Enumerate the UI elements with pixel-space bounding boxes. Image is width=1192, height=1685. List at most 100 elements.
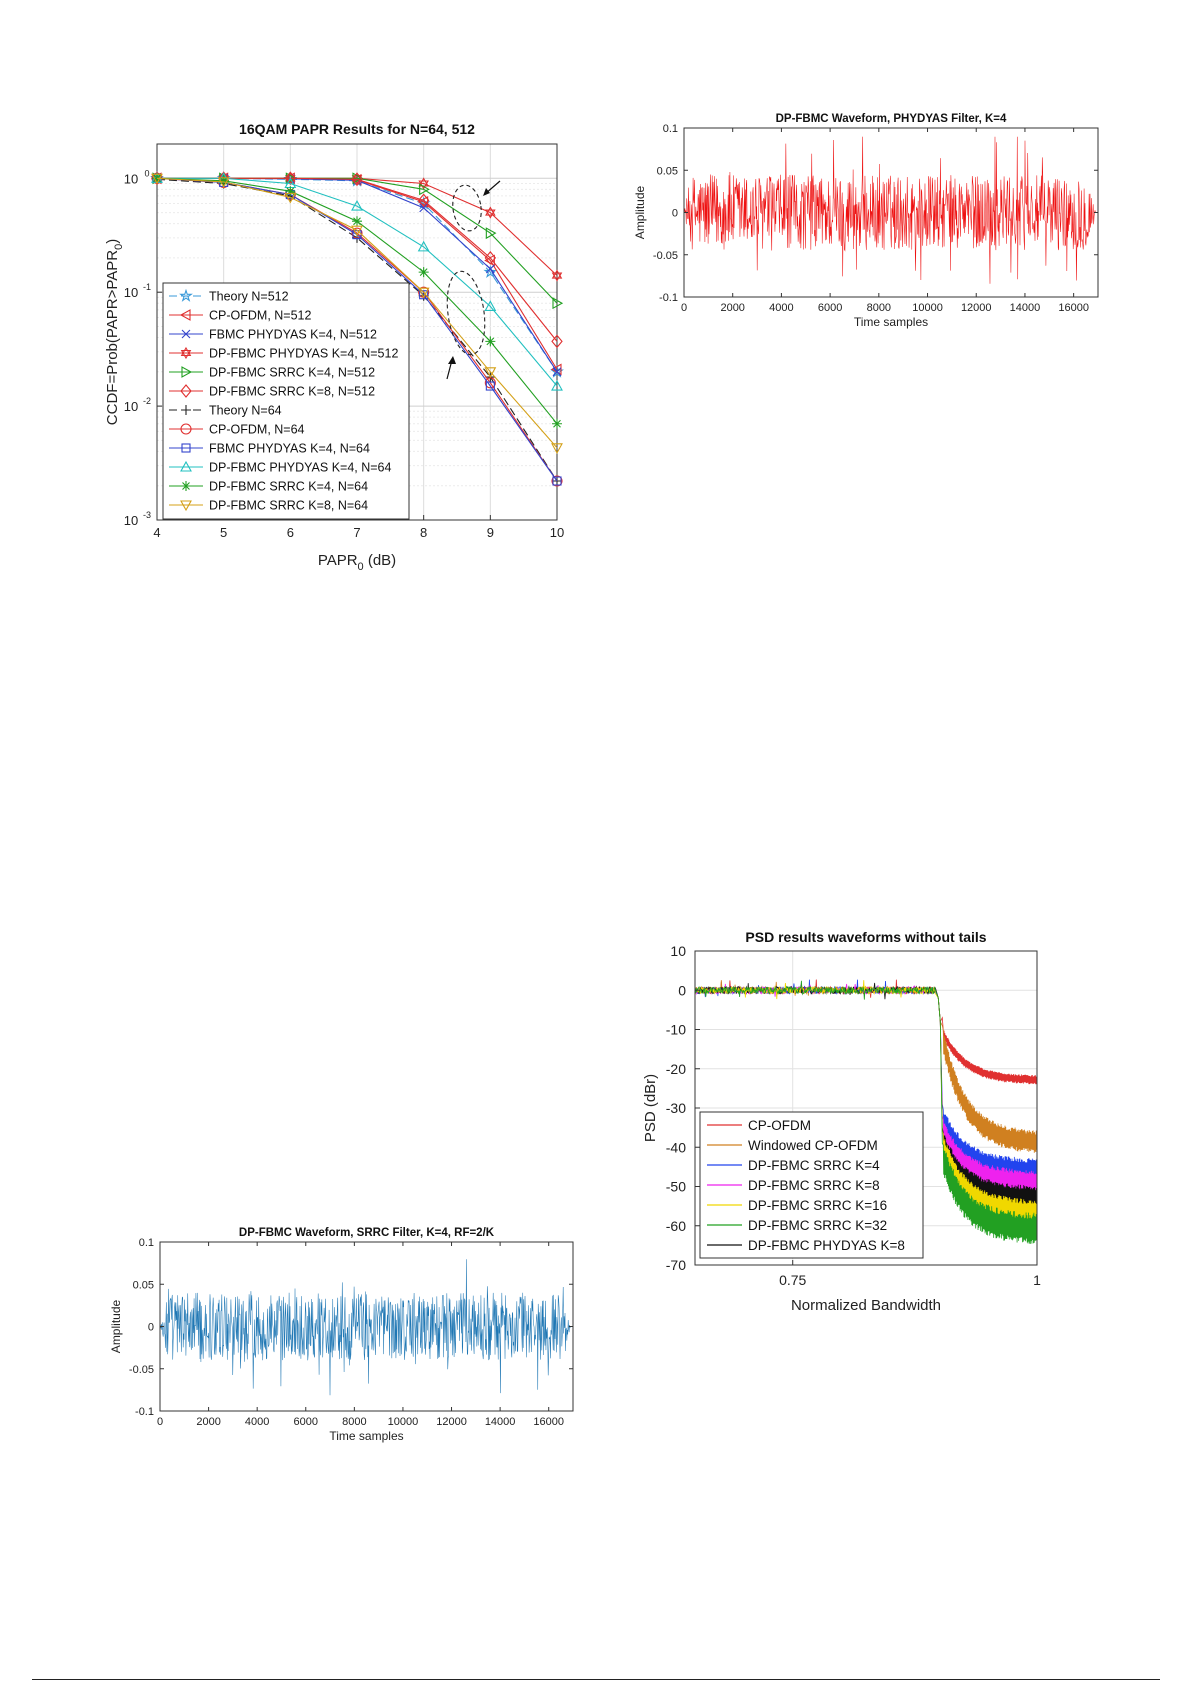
papr-legend-entry: Theory N=512	[169, 288, 289, 304]
papr-legend-entry: CP-OFDM, N=64	[169, 423, 305, 437]
papr-marker-plus	[181, 405, 191, 415]
papr-y-axis-label: CCDF=Prob(PAPR>PAPR0)	[104, 239, 125, 425]
papr-marker-tri-right	[181, 366, 193, 378]
waveform-y-tick-label: 0.05	[133, 1279, 154, 1291]
psd-legend-entry: DP-FBMC SRRC K=16	[707, 1198, 887, 1213]
papr-legend-label: Theory N=64	[209, 404, 282, 418]
papr-marker-x	[181, 329, 191, 339]
papr-x-tick-label: 4	[153, 525, 160, 540]
psd-y-tick-label: -70	[666, 1257, 686, 1273]
papr-legend-entry: DP-FBMC SRRC K=4, N=512	[169, 366, 375, 380]
papr-marker-diamond	[284, 171, 297, 186]
papr-marker-star	[483, 264, 498, 279]
papr-legend-entry: DP-FBMC SRRC K=8, N=512	[169, 384, 375, 399]
waveform-y-tick-label: 0.05	[657, 165, 678, 177]
waveform-x-axis-label: Time samples	[854, 315, 928, 329]
papr-series	[151, 173, 563, 454]
papr-legend-label: DP-FBMC SRRC K=8, N=64	[209, 499, 368, 513]
waveform-y-tick-label: -0.05	[653, 250, 678, 262]
papr-y-tick-base: 10	[124, 399, 138, 414]
papr-marker-tri-down	[551, 443, 563, 454]
papr-y-tick-label: 10 -1	[124, 282, 151, 300]
papr-marker-asterisk	[181, 481, 191, 491]
papr-annotation-ellipse	[446, 270, 486, 356]
waveform-x-tick-label: 2000	[196, 1416, 220, 1428]
papr-y-tick-label: 10 -2	[124, 396, 151, 414]
papr-y-tick-base: 10	[124, 285, 138, 300]
papr-marker-tri-up	[417, 240, 430, 252]
papr-x-axis-label: PAPR0 (dB)	[318, 552, 396, 573]
papr-x-tick-label: 6	[287, 525, 294, 540]
page-footer-rule	[32, 1679, 1160, 1680]
waveform-x-tick-label: 14000	[1010, 302, 1041, 314]
papr-legend-label: FBMC PHYDYAS K=4, N=64	[209, 442, 370, 456]
papr-marker-asterisk	[352, 216, 362, 227]
waveform-x-tick-label: 8000	[867, 302, 891, 314]
papr-marker-tri-up	[484, 300, 497, 311]
waveform-x-tick-label: 6000	[818, 302, 842, 314]
psd-legend-entry: DP-FBMC SRRC K=4	[707, 1158, 880, 1173]
waveform-x-tick-label: 12000	[436, 1416, 467, 1428]
papr-x-tick-label: 7	[353, 525, 360, 540]
papr-annotation-arrowhead	[483, 188, 490, 196]
psd-series-trace	[694, 980, 1038, 1244]
papr-legend-label: DP-FBMC PHYDYAS K=4, N=512	[209, 347, 398, 361]
papr-marker-x	[485, 264, 495, 274]
papr-chart: 4 5 6 7 8 9 10 10 0 10 -1 10 -2 10 -3 16QAM PAPR Result…	[104, 121, 564, 573]
papr-annotation-arrowhead	[448, 356, 456, 364]
papr-marker-asterisk	[285, 186, 296, 197]
papr-marker-diamond	[180, 384, 192, 398]
papr-chart-title: 16QAM PAPR Results for N=64, 512	[239, 121, 475, 137]
waveform-x-tick-label: 4000	[245, 1416, 269, 1428]
papr-legend-entry: DP-FBMC SRRC K=4, N=64	[169, 480, 368, 494]
papr-marker-square	[485, 381, 495, 391]
papr-marker-tri-right	[552, 297, 564, 310]
papr-marker-diamond	[417, 193, 430, 208]
papr-marker-tri-right	[485, 227, 497, 240]
psd-legend-label: DP-FBMC SRRC K=32	[748, 1218, 887, 1233]
papr-legend-label: CP-OFDM, N=64	[209, 423, 305, 437]
papr-marker-diamond	[484, 251, 497, 265]
psd-x-tick-label: 0.75	[779, 1272, 806, 1288]
papr-legend-entry: DP-FBMC PHYDYAS K=4, N=512	[169, 347, 398, 361]
papr-marker-asterisk	[552, 418, 562, 429]
psd-y-tick-label: 0	[678, 982, 686, 998]
papr-marker-tri-down	[180, 500, 192, 512]
papr-marker-square	[419, 290, 429, 300]
psd-y-tick-label: -40	[666, 1139, 686, 1155]
psd-legend-entry: DP-FBMC SRRC K=32	[707, 1218, 887, 1233]
psd-legend: CP-OFDM Windowed CP-OFDM DP-FBMC SRRC K=4 D…	[699, 1111, 924, 1259]
waveform-plot-area	[160, 1242, 573, 1411]
papr-marker-circle	[551, 475, 563, 487]
papr-marker-tri-down	[151, 173, 163, 185]
papr-y-tick-base: 10	[124, 513, 138, 528]
psd-legend-label: CP-OFDM	[748, 1118, 811, 1133]
papr-y-tick-label: 10 0	[124, 168, 150, 186]
waveform-signal-trace	[159, 1259, 571, 1396]
waveform-y-tick-label: -0.05	[129, 1364, 154, 1376]
papr-legend-label: DP-FBMC SRRC K=8, N=512	[209, 385, 375, 399]
psd-legend-label: DP-FBMC PHYDYAS K=8	[748, 1238, 905, 1253]
waveform-y-axis-label: Amplitude	[633, 186, 647, 240]
waveform-y-tick-label: -0.1	[659, 292, 678, 304]
waveform-y-tick-label: 0	[672, 208, 678, 220]
psd-x-tick-label: 1	[1033, 1272, 1041, 1288]
waveform-x-tick-label: 12000	[961, 302, 992, 314]
papr-legend-label: FBMC PHYDYAS K=4, N=512	[209, 328, 377, 342]
waveform-x-tick-label: 8000	[342, 1416, 366, 1428]
papr-y-tick-base: 10	[124, 171, 138, 186]
papr-legend-entry: FBMC PHYDYAS K=4, N=512	[169, 328, 377, 342]
waveform-x-tick-label: 0	[681, 302, 687, 314]
psd-y-axis-label: PSD (dBr)	[642, 1074, 659, 1142]
psd-y-tick-label: -20	[666, 1061, 686, 1077]
waveform-y-tick-label: 0.1	[139, 1237, 154, 1249]
waveform-y-axis-label: Amplitude	[109, 1300, 123, 1354]
papr-x-tick-label: 8	[420, 525, 427, 540]
papr-y-tick-exponent: -1	[143, 282, 151, 292]
waveform-x-tick-label: 16000	[1058, 302, 1089, 314]
papr-marker-square	[181, 443, 191, 453]
papr-legend-label: DP-FBMC SRRC K=4, N=64	[209, 480, 368, 494]
papr-annotation-ellipse	[452, 184, 482, 232]
waveform-x-tick-label: 14000	[485, 1416, 516, 1428]
psd-legend-label: DP-FBMC SRRC K=4	[748, 1158, 880, 1173]
